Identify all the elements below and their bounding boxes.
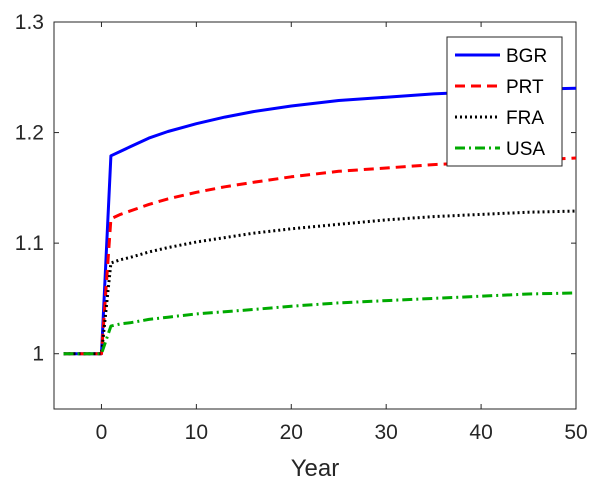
x-tick-label: 40 xyxy=(469,421,492,444)
x-tick-label: 0 xyxy=(96,421,108,444)
ticks-layer: 0 10 20 30 40 50 1 1.1 1.2 1.3 xyxy=(15,11,588,444)
x-tick-label: 10 xyxy=(185,421,208,444)
x-tick-label: 50 xyxy=(564,421,587,444)
legend-label-usa: USA xyxy=(506,139,545,160)
legend: BGR PRT FRA USA xyxy=(446,36,563,167)
legend-label-prt: PRT xyxy=(506,77,544,98)
y-tick-label: 1 xyxy=(32,343,44,366)
legend-label-fra: FRA xyxy=(506,108,544,129)
series-line-fra xyxy=(63,209,577,356)
series-line-usa xyxy=(63,291,577,356)
x-axis-label: Year xyxy=(291,455,340,482)
y-tick-label: 1.3 xyxy=(15,11,44,34)
legend-label-bgr: BGR xyxy=(506,46,547,67)
y-tick-label: 1.1 xyxy=(15,232,44,255)
y-tick-label: 1.2 xyxy=(15,122,44,145)
x-tick-label: 30 xyxy=(375,421,398,444)
legend-box xyxy=(446,36,563,167)
x-tick-label: 20 xyxy=(280,421,303,444)
legend-entries: BGR PRT FRA USA xyxy=(455,46,547,160)
